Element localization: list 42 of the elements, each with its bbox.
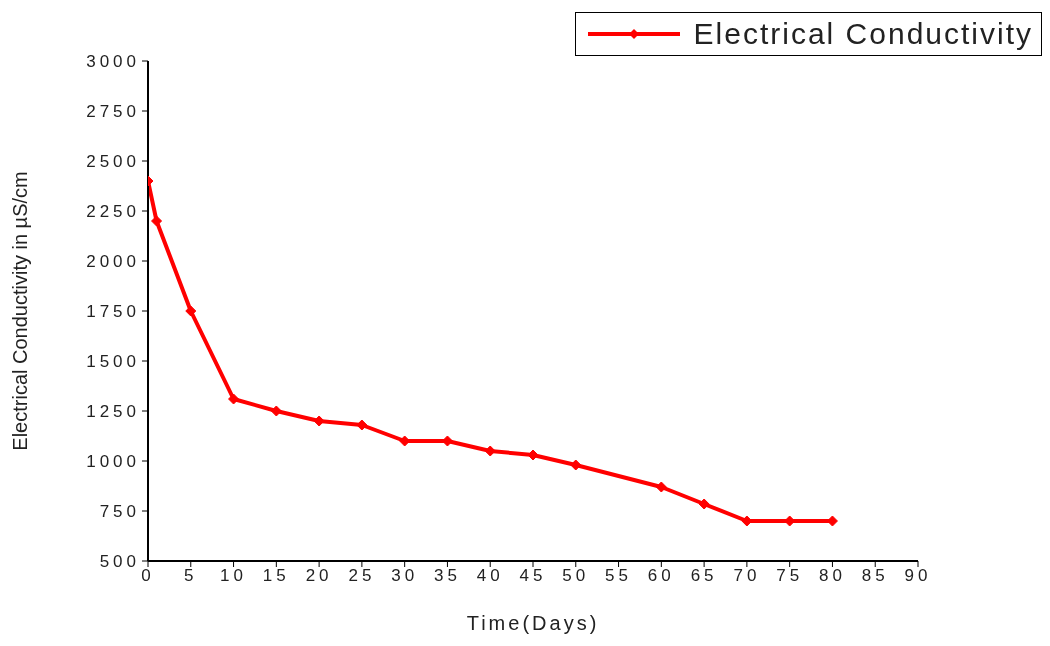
x-tick-label: 55: [605, 566, 633, 586]
y-tick-label: 2750: [86, 102, 140, 122]
point: [185, 305, 197, 317]
x-tick-label: 50: [562, 566, 590, 586]
point: [151, 215, 163, 227]
point: [270, 405, 282, 417]
point: [655, 481, 667, 493]
x-tick-label: 85: [861, 566, 889, 586]
x-tick-label: 40: [476, 566, 504, 586]
x-tick-label: 80: [818, 566, 846, 586]
y-tick-label: 2250: [86, 202, 140, 222]
y-tick-label: 1750: [86, 302, 140, 322]
point: [570, 459, 582, 471]
y-tick-label: 2000: [86, 252, 140, 272]
y-tick-label: 750: [99, 502, 140, 522]
x-tick-label: 75: [776, 566, 804, 586]
x-tick-label: 10: [220, 566, 248, 586]
y-tick-label: 2500: [86, 152, 140, 172]
x-tick-label: 25: [348, 566, 376, 586]
x-tick-label: 65: [690, 566, 718, 586]
x-tick-label: 35: [433, 566, 461, 586]
y-tick-label: 3000: [86, 52, 140, 72]
y-tick-label: 1500: [86, 352, 140, 372]
x-tick-label: 20: [305, 566, 333, 586]
x-tick-label: 60: [647, 566, 675, 586]
point: [356, 419, 368, 431]
x-tick-label: 15: [262, 566, 290, 586]
legend-label: Electrical Conductivity: [693, 17, 1033, 51]
x-tick-label: 0: [141, 566, 155, 586]
x-tick-label: 70: [733, 566, 761, 586]
point: [228, 393, 240, 405]
x-tick-label: 90: [904, 566, 932, 586]
y-axis-title: Electrical Conductivity in µS/cm: [9, 171, 32, 451]
point: [484, 445, 496, 457]
y-tick-label: 500: [99, 552, 140, 572]
x-tick-label: 30: [391, 566, 419, 586]
y-tick-label: 1000: [86, 452, 140, 472]
x-axis-title: Time(Days): [466, 612, 600, 634]
x-tick-label: 45: [519, 566, 547, 586]
y-tick-label: 1250: [86, 402, 140, 422]
point: [698, 498, 710, 510]
x-tick-label: 5: [184, 566, 198, 586]
